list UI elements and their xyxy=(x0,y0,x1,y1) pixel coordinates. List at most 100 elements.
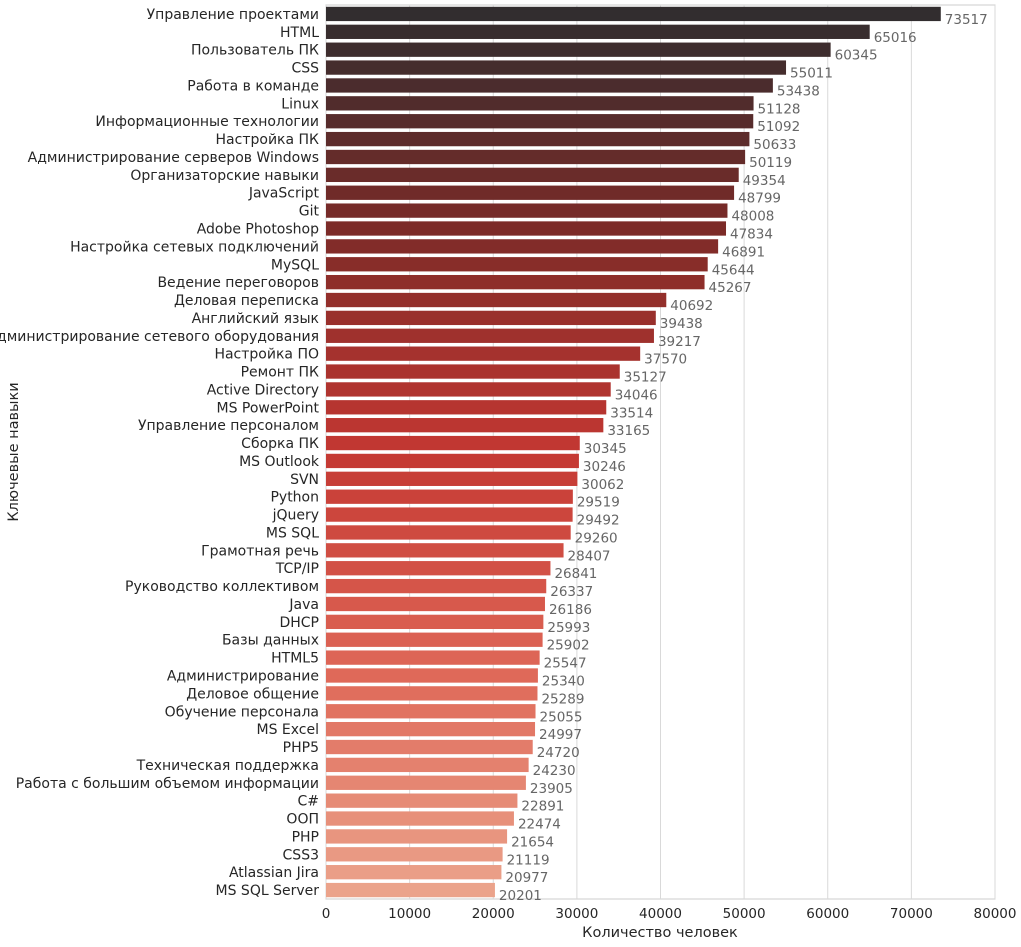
category-label: Настройка ПК xyxy=(216,132,320,148)
value-label: 65016 xyxy=(874,30,917,46)
value-label: 33165 xyxy=(607,423,650,439)
bar xyxy=(326,793,518,808)
value-label: 45644 xyxy=(712,262,755,278)
x-tick-label: 40000 xyxy=(639,906,682,922)
value-label: 25289 xyxy=(541,691,584,707)
value-label: 53438 xyxy=(777,83,820,99)
value-label: 25547 xyxy=(544,656,587,672)
bar xyxy=(326,578,547,594)
value-label: 40692 xyxy=(670,298,713,314)
bar xyxy=(326,310,656,326)
value-label: 50119 xyxy=(749,155,792,171)
category-label: Настройка ПО xyxy=(214,347,319,363)
category-label: Базы данных xyxy=(222,633,319,649)
bar xyxy=(326,167,739,183)
value-label: 26186 xyxy=(549,602,592,618)
bar xyxy=(326,114,754,129)
bar xyxy=(326,882,495,898)
value-label: 35127 xyxy=(624,370,667,386)
value-label: 33514 xyxy=(610,405,653,421)
value-label: 20977 xyxy=(505,870,548,886)
bar xyxy=(326,543,564,558)
value-label: 60345 xyxy=(835,48,878,64)
category-label: Git xyxy=(299,204,320,220)
bar xyxy=(326,203,728,218)
category-label: Администрирование xyxy=(167,669,319,685)
value-label: 26841 xyxy=(554,566,597,582)
value-label: 29519 xyxy=(577,495,620,511)
bar xyxy=(326,632,543,647)
bar xyxy=(326,346,641,361)
category-label: Atlassian Jira xyxy=(229,865,319,881)
category-label: Информационные технологии xyxy=(95,114,319,130)
value-label: 29260 xyxy=(575,530,618,546)
value-label: 30345 xyxy=(584,441,627,457)
value-label: 23905 xyxy=(530,781,573,797)
category-label: Грамотная речь xyxy=(201,543,319,559)
bar xyxy=(326,185,735,200)
category-label: jQuery xyxy=(272,508,319,524)
value-label: 30062 xyxy=(581,477,624,493)
x-tick-label: 80000 xyxy=(974,906,1017,922)
value-label: 26337 xyxy=(550,584,593,600)
bar xyxy=(326,471,578,486)
bar xyxy=(326,364,620,379)
value-label: 24230 xyxy=(533,763,576,779)
value-label: 55011 xyxy=(790,66,833,82)
bar xyxy=(326,400,607,415)
bar xyxy=(326,131,750,147)
x-tick-label: 10000 xyxy=(388,906,431,922)
x-tick-label: 60000 xyxy=(806,906,849,922)
category-label: Администрирование сетевого оборудования xyxy=(0,329,319,345)
category-label: Пользователь ПК xyxy=(191,43,319,59)
bar xyxy=(326,96,754,111)
value-label: 20201 xyxy=(499,888,542,904)
bar xyxy=(326,328,654,343)
category-label: Техническая поддержка xyxy=(136,758,319,774)
category-label: Управление персоналом xyxy=(138,418,319,434)
bar xyxy=(326,435,580,451)
category-label: ООП xyxy=(286,812,319,828)
category-label: Обучение персонала xyxy=(165,704,319,720)
value-label: 39438 xyxy=(660,316,703,332)
value-label: 29492 xyxy=(577,513,620,529)
bar xyxy=(326,489,573,504)
category-label: Деловое общение xyxy=(186,686,319,702)
bar xyxy=(326,650,540,665)
value-label: 48799 xyxy=(738,191,781,207)
value-label: 21654 xyxy=(511,834,554,850)
value-label: 25902 xyxy=(547,638,590,654)
value-label: 47834 xyxy=(730,227,773,243)
bar xyxy=(326,525,571,540)
value-label: 28407 xyxy=(568,548,611,564)
bar xyxy=(326,757,529,773)
value-label: 39217 xyxy=(658,334,701,350)
bar xyxy=(326,775,526,790)
category-label: Сборка ПК xyxy=(241,436,319,452)
category-label: Adobe Photoshop xyxy=(197,222,319,238)
category-label: Active Directory xyxy=(207,382,319,398)
category-label: MS PowerPoint xyxy=(216,400,319,416)
value-label: 22474 xyxy=(518,817,561,833)
category-label: C# xyxy=(297,794,319,810)
bar xyxy=(326,78,773,93)
bar xyxy=(326,686,538,701)
value-label: 51092 xyxy=(757,119,800,135)
bar xyxy=(326,6,941,22)
category-label: Java xyxy=(288,597,319,613)
bar xyxy=(326,382,611,397)
bar xyxy=(326,847,503,862)
bars xyxy=(326,6,941,898)
category-label: Ремонт ПК xyxy=(241,365,319,381)
value-label: 25993 xyxy=(547,620,590,636)
value-label: 50633 xyxy=(753,137,796,153)
bar xyxy=(326,721,536,737)
x-tick-label: 70000 xyxy=(890,906,933,922)
value-label: 25055 xyxy=(540,709,583,725)
value-label: 30246 xyxy=(583,459,626,475)
bar xyxy=(326,257,708,272)
x-tick-label: 50000 xyxy=(723,906,766,922)
category-label: Ведение переговоров xyxy=(157,275,319,291)
category-label: Linux xyxy=(281,96,319,112)
x-axis-title: Количество человек xyxy=(582,925,738,941)
